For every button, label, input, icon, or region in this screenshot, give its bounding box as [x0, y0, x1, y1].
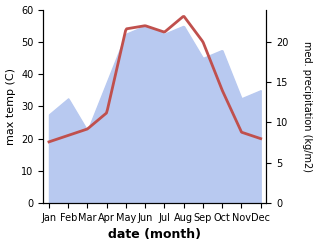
- X-axis label: date (month): date (month): [108, 228, 201, 242]
- Y-axis label: med. precipitation (kg/m2): med. precipitation (kg/m2): [302, 41, 313, 172]
- Y-axis label: max temp (C): max temp (C): [5, 68, 16, 145]
